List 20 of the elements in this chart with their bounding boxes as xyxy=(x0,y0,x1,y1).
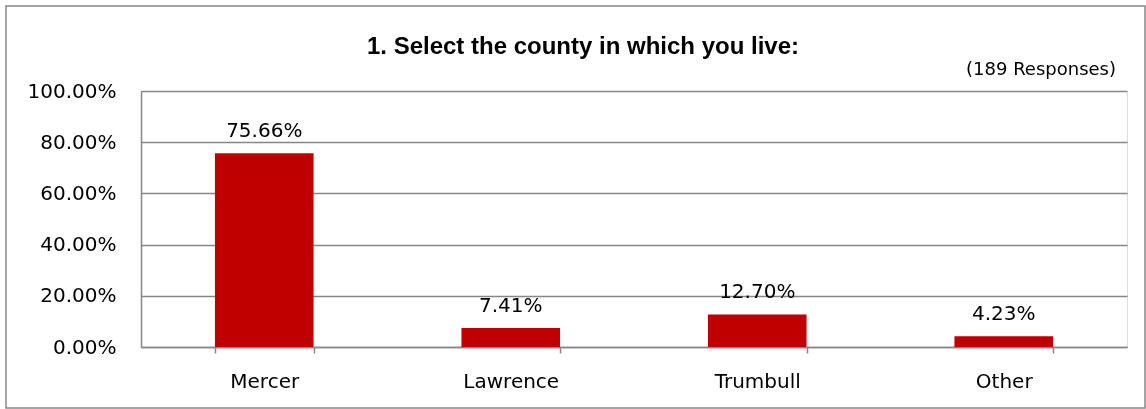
bar xyxy=(214,153,314,347)
data-label: 75.66% xyxy=(226,118,303,143)
y-tick-label: 60.00% xyxy=(40,180,117,205)
text: (189 Responses) xyxy=(966,58,1116,79)
x-tick-label: Mercer xyxy=(230,368,300,393)
bar xyxy=(461,328,561,347)
x-tick-label: Other xyxy=(975,368,1034,393)
data-label: 7.41% xyxy=(478,293,543,318)
y-tick-label: 0.00% xyxy=(52,334,117,359)
bar xyxy=(954,336,1054,347)
x-tick-label: Trumbull xyxy=(713,368,801,393)
y-tick-label: 80.00% xyxy=(40,129,117,154)
y-tick-label: 40.00% xyxy=(40,232,117,257)
x-tick-label: Lawrence xyxy=(463,368,560,393)
y-tick-label: 20.00% xyxy=(40,283,117,308)
data-label: 4.23% xyxy=(971,301,1036,326)
y-tick-label: 100.00% xyxy=(27,78,117,103)
chart-title: 1. Select the county in which you live: xyxy=(366,32,800,59)
bar xyxy=(707,314,807,347)
data-label: 12.70% xyxy=(719,279,796,304)
